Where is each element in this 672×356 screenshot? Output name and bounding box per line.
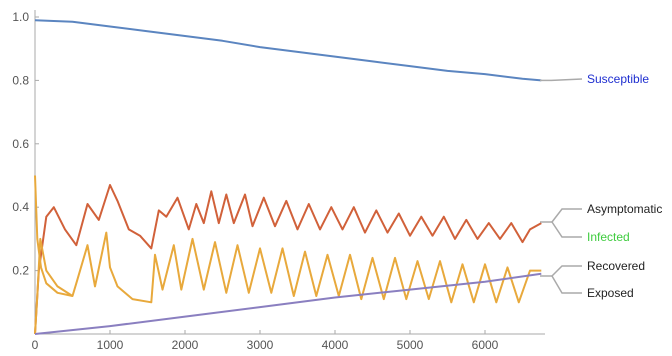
- legend-connector: [551, 208, 582, 223]
- y-tick-label: 0.4: [12, 200, 29, 214]
- legend-label-recovered: Recovered: [587, 259, 645, 273]
- legend-label-exposed: Exposed: [587, 286, 634, 300]
- legend-connector: [551, 78, 583, 82]
- series-line-infected: [34, 175, 542, 304]
- x-ticks: 0 1000 2000 3000 4000 5000 6000: [32, 330, 499, 352]
- legend-label-susceptible: Susceptible: [587, 72, 649, 86]
- x-tick-label: 2000: [172, 338, 199, 352]
- series-line-recovered: [34, 237, 74, 335]
- legend: Susceptible Asymptomatic Infected Recovered…: [540, 72, 662, 300]
- series-line-asymptomatic: [34, 184, 542, 335]
- legend-label-asymptomatic: Asymptomatic: [587, 202, 662, 216]
- x-tick-label: 5000: [397, 338, 424, 352]
- y-tick-label: 0.8: [12, 73, 29, 87]
- legend-connector: [551, 221, 582, 238]
- series-line-exposed: [34, 272, 542, 335]
- series-lines: [34, 19, 542, 335]
- x-tick-label: 0: [32, 338, 39, 352]
- x-tick-label: 4000: [322, 338, 349, 352]
- x-tick-label: 1000: [97, 338, 124, 352]
- series-line-susceptible: [34, 19, 542, 82]
- x-tick-label: 3000: [247, 338, 274, 352]
- y-ticks: 0.2 0.4 0.6 0.8 1.0: [12, 10, 39, 278]
- legend-label-infected: Infected: [587, 230, 630, 244]
- y-tick-label: 0.6: [12, 137, 29, 151]
- y-tick-label: 0.2: [12, 264, 29, 278]
- legend-connector: [551, 265, 582, 277]
- legend-connector: [551, 275, 582, 294]
- x-tick-label: 6000: [472, 338, 499, 352]
- y-tick-label: 1.0: [12, 10, 29, 24]
